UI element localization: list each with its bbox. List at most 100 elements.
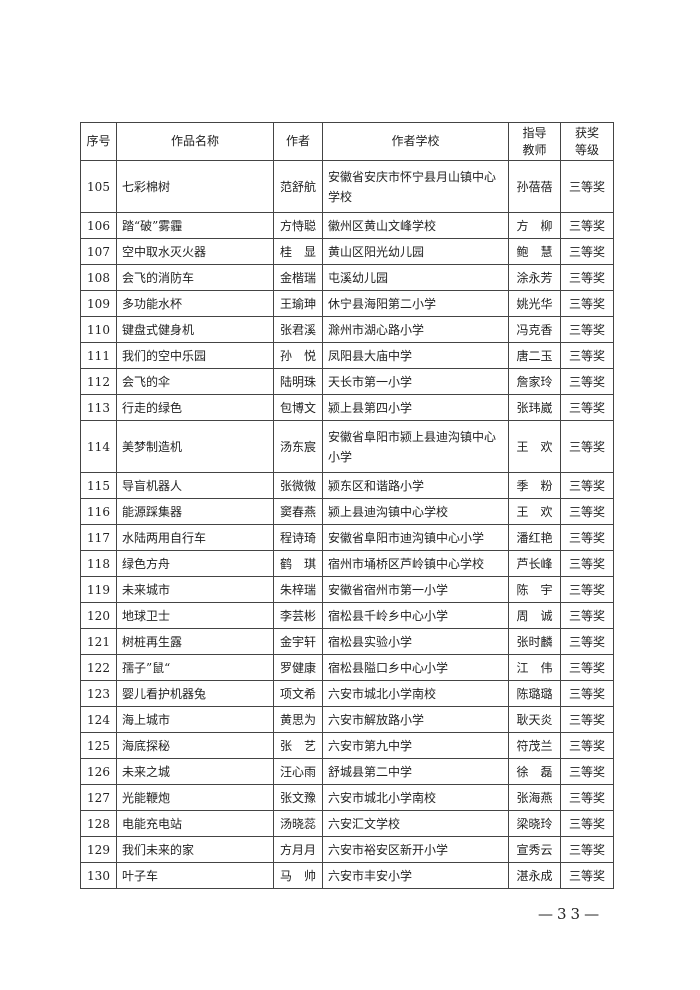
author: 方恃聪 bbox=[273, 212, 323, 239]
work-name: 未来之城 bbox=[116, 758, 274, 785]
teacher: 詹家玲 bbox=[508, 368, 561, 395]
row-index: 126 bbox=[80, 758, 117, 785]
work-name: 水陆两用自行车 bbox=[116, 524, 274, 551]
awards-table: 序号 作品名称 作者 作者学校 指导 教师 获奖 等级 105 七彩棉树 范舒航 安徽… bbox=[80, 122, 614, 889]
author: 王瑜珅 bbox=[273, 290, 323, 317]
work-name: 绿色方舟 bbox=[116, 550, 274, 577]
teacher: 涂永芳 bbox=[508, 264, 561, 291]
work-name: 树桩再生露 bbox=[116, 628, 274, 655]
header-author: 作者 bbox=[273, 122, 323, 161]
row-index: 106 bbox=[80, 212, 117, 239]
award: 三等奖 bbox=[560, 368, 614, 395]
table-row: 128 电能充电站 汤晓蕊 六安汇文学校 梁晓玲 三等奖 bbox=[80, 810, 614, 837]
award: 三等奖 bbox=[560, 654, 614, 681]
table-row: 129 我们未来的家 方月月 六安市裕安区新开小学 宣秀云 三等奖 bbox=[80, 836, 614, 863]
row-index: 113 bbox=[80, 394, 117, 421]
table-row: 120 地球卫士 李芸彬 宿松县千岭乡中心小学周 诚三等奖 bbox=[80, 602, 614, 629]
award: 三等奖 bbox=[560, 524, 614, 551]
teacher: 芦长峰 bbox=[508, 550, 561, 577]
header-row: 序号 作品名称 作者 作者学校 指导 教师 获奖 等级 bbox=[80, 122, 614, 161]
table-row: 108 会飞的消防车 金楷瑞 屯溪幼儿园 涂永芳 三等奖 bbox=[80, 264, 614, 291]
school: 凤阳县大庙中学 bbox=[322, 342, 509, 369]
work-name: 键盘式健身机 bbox=[116, 316, 274, 343]
teacher: 陈璐璐 bbox=[508, 680, 561, 707]
author: 孙 悦 bbox=[273, 342, 323, 369]
award: 三等奖 bbox=[560, 810, 614, 837]
author: 陆明珠 bbox=[273, 368, 323, 395]
award: 三等奖 bbox=[560, 264, 614, 291]
award: 三等奖 bbox=[560, 394, 614, 421]
school: 六安市裕安区新开小学 bbox=[322, 836, 509, 863]
award: 三等奖 bbox=[560, 680, 614, 707]
author: 程诗琦 bbox=[273, 524, 323, 551]
author: 金宇轩 bbox=[273, 628, 323, 655]
school: 颍上县第四小学 bbox=[322, 394, 509, 421]
header-work-name: 作品名称 bbox=[116, 122, 274, 161]
work-name: 导盲机器人 bbox=[116, 472, 274, 499]
work-name: 叶子车 bbox=[116, 862, 274, 889]
school: 徽州区黄山文峰学校 bbox=[322, 212, 509, 239]
school: 休宁县海阳第二小学 bbox=[322, 290, 509, 317]
row-index: 128 bbox=[80, 810, 117, 837]
award: 三等奖 bbox=[560, 472, 614, 499]
table-row: 118 绿色方舟鹤 琪宿州市埇桥区芦岭镇中心学校 芦长峰 三等奖 bbox=[80, 550, 614, 577]
row-index: 111 bbox=[80, 342, 117, 369]
page-number: —33— bbox=[538, 905, 604, 923]
work-name: 海上城市 bbox=[116, 706, 274, 733]
school: 六安汇文学校 bbox=[322, 810, 509, 837]
table-row: 123 婴儿看护机器兔 项文希 六安市城北小学南校 陈璐璐 三等奖 bbox=[80, 680, 614, 707]
school: 宿松县隘口乡中心小学 bbox=[322, 654, 509, 681]
work-name: 美梦制造机 bbox=[116, 420, 274, 473]
teacher: 宣秀云 bbox=[508, 836, 561, 863]
work-name: 行走的绿色 bbox=[116, 394, 274, 421]
teacher: 季 粉 bbox=[508, 472, 561, 499]
row-index: 120 bbox=[80, 602, 117, 629]
school: 安徽省阜阳市迪沟镇中心小学 bbox=[322, 524, 509, 551]
row-index: 125 bbox=[80, 732, 117, 759]
school: 颍上县迪沟镇中心学校 bbox=[322, 498, 509, 525]
work-name: 空中取水灭火器 bbox=[116, 238, 274, 265]
school: 安徽省安庆市怀宁县月山镇中心学校 bbox=[322, 160, 509, 213]
school: 屯溪幼儿园 bbox=[322, 264, 509, 291]
author: 李芸彬 bbox=[273, 602, 323, 629]
teacher: 耿天炎 bbox=[508, 706, 561, 733]
award: 三等奖 bbox=[560, 836, 614, 863]
teacher: 张海燕 bbox=[508, 784, 561, 811]
teacher: 唐二玉 bbox=[508, 342, 561, 369]
row-index: 123 bbox=[80, 680, 117, 707]
work-name: 婴儿看护机器兔 bbox=[116, 680, 274, 707]
author: 金楷瑞 bbox=[273, 264, 323, 291]
teacher: 冯克香 bbox=[508, 316, 561, 343]
work-name: 孺子”鼠“ bbox=[116, 654, 274, 681]
award: 三等奖 bbox=[560, 550, 614, 577]
row-index: 127 bbox=[80, 784, 117, 811]
author: 张 艺 bbox=[273, 732, 323, 759]
award: 三等奖 bbox=[560, 758, 614, 785]
teacher: 鲍 慧 bbox=[508, 238, 561, 265]
award: 三等奖 bbox=[560, 576, 614, 603]
award: 三等奖 bbox=[560, 498, 614, 525]
school: 宿松县实验小学 bbox=[322, 628, 509, 655]
work-name: 我们的空中乐园 bbox=[116, 342, 274, 369]
row-index: 110 bbox=[80, 316, 117, 343]
award: 三等奖 bbox=[560, 602, 614, 629]
author: 方月月 bbox=[273, 836, 323, 863]
award: 三等奖 bbox=[560, 290, 614, 317]
row-index: 124 bbox=[80, 706, 117, 733]
row-index: 107 bbox=[80, 238, 117, 265]
author: 窦春燕 bbox=[273, 498, 323, 525]
teacher: 方 柳 bbox=[508, 212, 561, 239]
author: 汤晓蕊 bbox=[273, 810, 323, 837]
award: 三等奖 bbox=[560, 628, 614, 655]
author: 张君溪 bbox=[273, 316, 323, 343]
work-name: 能源踩集器 bbox=[116, 498, 274, 525]
row-index: 130 bbox=[80, 862, 117, 889]
table-row: 130 叶子车马 帅六安市丰安小学 湛永成 三等奖 bbox=[80, 862, 614, 889]
school: 宿松县千岭乡中心小学 bbox=[322, 602, 509, 629]
author: 包博文 bbox=[273, 394, 323, 421]
work-name: 海底探秘 bbox=[116, 732, 274, 759]
work-name: 多功能水杯 bbox=[116, 290, 274, 317]
teacher: 潘红艳 bbox=[508, 524, 561, 551]
school: 六安市丰安小学 bbox=[322, 862, 509, 889]
teacher: 梁晓玲 bbox=[508, 810, 561, 837]
